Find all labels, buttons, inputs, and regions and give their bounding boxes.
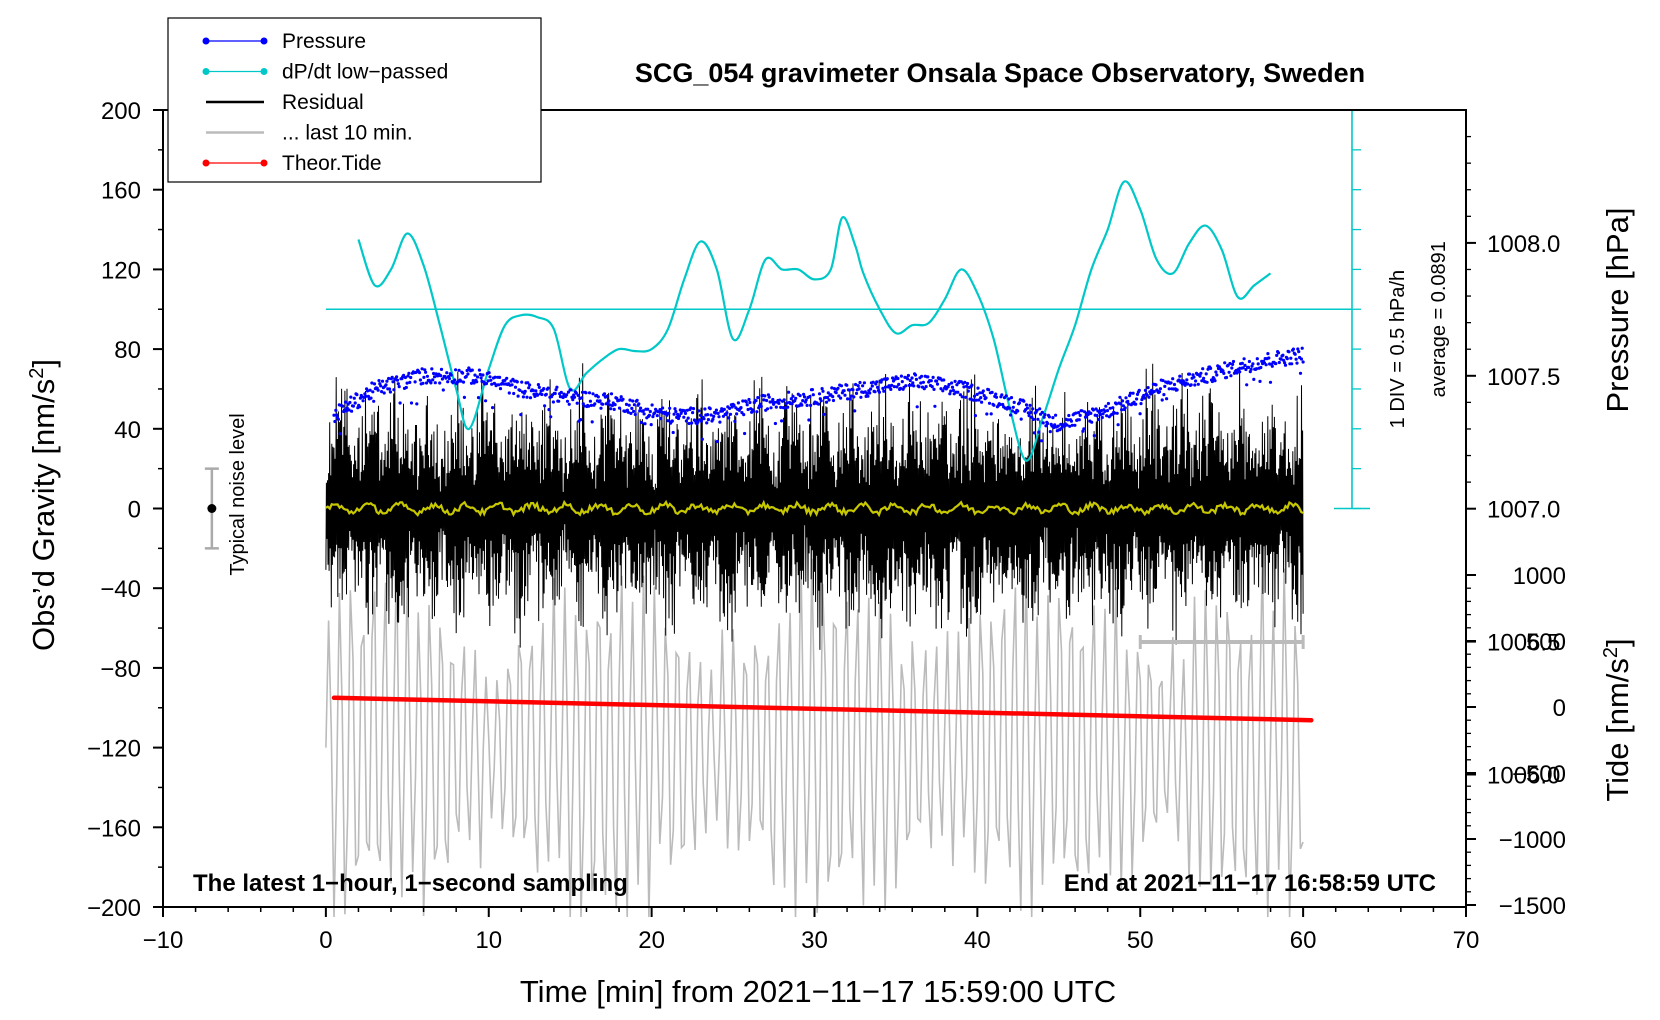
pressure-series xyxy=(332,346,1305,444)
legend-box xyxy=(167,17,542,183)
tide-tick-label: 1000 xyxy=(1513,563,1566,590)
residual-smoothed-line xyxy=(325,499,1304,518)
x-tick-label: −10 xyxy=(143,927,184,954)
pressure-dots xyxy=(332,346,1305,444)
x-tick-label: 40 xyxy=(964,927,991,954)
dpdt-series xyxy=(325,109,1370,510)
tide-tick-label: −1500 xyxy=(1499,893,1566,920)
y-tick-label: −160 xyxy=(87,815,141,842)
pressure-tick-label: 1007.0 xyxy=(1487,497,1560,524)
legend: Pressure dP/dt low−passed Residual ... last… xyxy=(167,17,542,183)
footer-left: The latest 1−hour, 1−second sampling xyxy=(193,870,628,897)
y-tick-label: −40 xyxy=(100,576,141,603)
legend-label: Pressure xyxy=(282,30,366,53)
x-tick-label: 70 xyxy=(1453,927,1480,954)
tide-tick-label: −1000 xyxy=(1499,827,1566,854)
annotations: Typical noise level 1 DIV = 0.5 hPa/h aver… xyxy=(204,241,1450,649)
y-tick-label: 160 xyxy=(101,178,141,205)
dpdt-scale-label: 1 DIV = 0.5 hPa/h xyxy=(1387,270,1409,428)
legend-label: Theor.Tide xyxy=(282,152,382,175)
y-tick-label: 0 xyxy=(128,497,141,524)
residual-series xyxy=(325,363,1304,650)
x-tick-label: 20 xyxy=(638,927,665,954)
legend-swatch-dot xyxy=(260,68,268,75)
legend-label: ... last 10 min. xyxy=(282,122,413,145)
y-tick-label: −120 xyxy=(87,736,141,763)
pressure-tick-label: 1007.5 xyxy=(1487,364,1560,391)
x-tick-label: 0 xyxy=(319,927,332,954)
footer-right: End at 2021−11−17 16:58:59 UTC xyxy=(1064,870,1436,897)
x-tick-label: 60 xyxy=(1290,927,1317,954)
x-tick-label: 10 xyxy=(475,927,502,954)
legend-swatch-dot xyxy=(202,68,210,75)
y-axis-label-tide: Tide [nm/s2] xyxy=(1600,638,1635,801)
x-tick-label: 30 xyxy=(801,927,828,954)
legend-swatch-dot xyxy=(260,37,268,45)
x-axis-label: Time [min] from 2021−11−17 15:59:00 UTC xyxy=(520,974,1116,1009)
residual-line xyxy=(325,363,1304,650)
y-tick-label: −200 xyxy=(87,895,141,922)
y-axis-label-pressure: Pressure [hPa] xyxy=(1600,207,1635,412)
noise-bar-dot xyxy=(207,504,217,513)
y-tick-label: 80 xyxy=(114,337,141,364)
y-tick-label: 40 xyxy=(114,417,141,444)
pressure-tick-label: 1006.5 xyxy=(1487,630,1560,657)
x-tick-label: 50 xyxy=(1127,927,1154,954)
legend-label: dP/dt low−passed xyxy=(282,61,448,84)
tide-tick-label: 0 xyxy=(1553,695,1566,722)
legend-swatch-dot xyxy=(202,159,210,167)
axes: −10 0 10 20 30 40 50 60 70 200 160 120 80 40 0 −40 −80 −1… xyxy=(87,98,1566,954)
y-axis-label-left: Obs’d Gravity [nm/s2] xyxy=(26,359,61,651)
legend-label: Residual xyxy=(282,91,364,114)
last-10-min-line xyxy=(325,553,1304,918)
tide-tick-label: −500 xyxy=(1512,761,1566,788)
dpdt-line xyxy=(357,180,1272,462)
y-tick-label: −80 xyxy=(100,656,141,683)
last-10-min-series xyxy=(325,553,1304,918)
y-tick-label: 200 xyxy=(101,98,141,125)
pressure-tick-label: 1006.0 xyxy=(1487,762,1560,789)
dpdt-average-label: average = 0.0891 xyxy=(1428,241,1450,397)
legend-swatch-dot xyxy=(260,159,268,167)
legend-swatch-dot xyxy=(202,37,210,45)
pressure-tick-label: 1008.0 xyxy=(1487,231,1560,258)
noise-level-label: Typical noise level xyxy=(227,413,249,575)
y-tick-label: 120 xyxy=(101,257,141,284)
theoretical-tide-series xyxy=(331,695,1314,723)
tide-tick-label: 500 xyxy=(1526,629,1566,656)
residual-smoothed-series xyxy=(325,499,1304,518)
chart-title: SCG_054 gravimeter Onsala Space Observat… xyxy=(635,58,1365,88)
theoretical-tide-line xyxy=(331,695,1314,723)
